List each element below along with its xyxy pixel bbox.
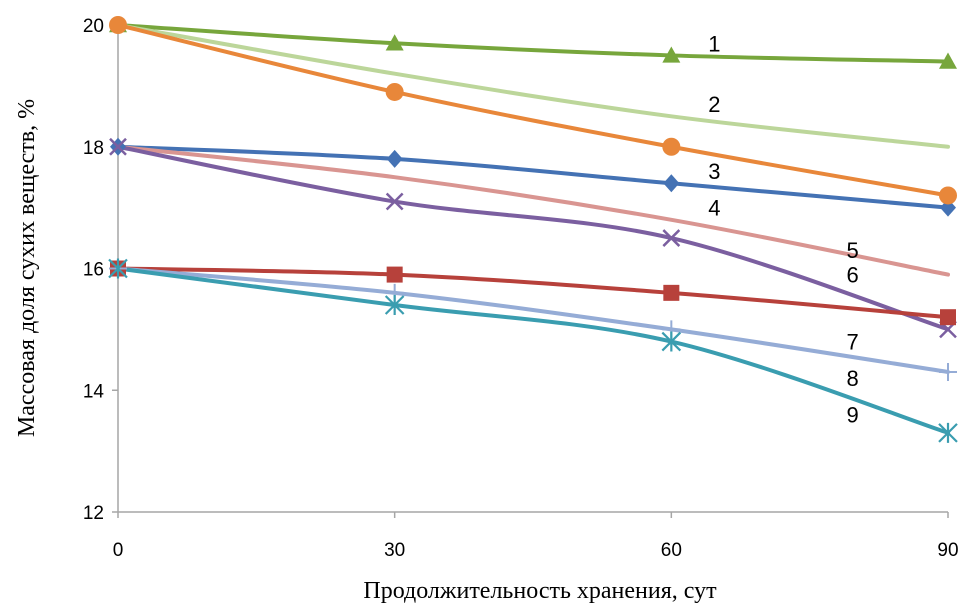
y-tick-label: 16 (83, 260, 104, 281)
series-label-4: 4 (708, 196, 720, 221)
series-lines (116, 23, 950, 435)
series-label-8: 8 (847, 366, 859, 391)
axes (117, 25, 948, 513)
data-point (939, 52, 957, 69)
series-label-1: 1 (708, 31, 720, 56)
data-point (663, 284, 680, 301)
series-labels: 1 2 3 4 56 7 8 9 (708, 31, 859, 427)
data-point (662, 229, 681, 247)
y-tick-label: 18 (83, 138, 104, 159)
x-axis-title: Продолжительность хранения, сут (363, 578, 717, 604)
data-point (386, 266, 403, 283)
data-point (385, 192, 404, 211)
series-line-1 (116, 23, 950, 64)
y-tick-labels: 12 14 16 18 20 (83, 16, 118, 524)
series-line-8 (116, 266, 950, 374)
series-line-5 (116, 144, 950, 277)
data-point (662, 46, 681, 63)
series-line-6 (116, 144, 950, 332)
x-tick-labels: 0 30 60 90 (113, 512, 959, 561)
y-tick-label: 20 (83, 16, 104, 37)
x-tick-label: 30 (384, 540, 405, 561)
data-point (108, 258, 128, 279)
x-tick-label: 90 (937, 540, 958, 561)
series-line-7 (116, 266, 950, 320)
data-point (939, 362, 957, 381)
data-point (940, 309, 956, 326)
data-point (109, 137, 127, 156)
data-point (939, 186, 957, 205)
data-point (385, 34, 404, 51)
data-point (663, 174, 680, 193)
data-point (661, 331, 682, 352)
y-tick-label: 14 (83, 381, 105, 402)
series-markers (108, 16, 958, 443)
x-tick-label: 60 (661, 540, 682, 561)
series-label-7: 7 (847, 330, 859, 355)
x-tick-label: 0 (113, 540, 124, 561)
series-label-2: 2 (708, 92, 720, 117)
series-label-3: 3 (708, 159, 720, 184)
y-axis-title: Массовая доля сухих веществ, % (14, 99, 40, 437)
series-label-9: 9 (847, 403, 859, 428)
data-point (385, 82, 404, 101)
data-point (109, 16, 127, 34)
series-line-4 (116, 23, 950, 198)
series-line-2 (116, 23, 950, 149)
series-line-9 (116, 266, 950, 435)
y-tick-label: 12 (83, 503, 104, 524)
series-label-5: 5 (847, 238, 859, 263)
data-point (662, 137, 681, 156)
series-line-3 (116, 144, 950, 210)
data-point (386, 149, 403, 168)
data-point (938, 422, 958, 443)
series-label-6: 6 (847, 263, 859, 288)
data-point (384, 295, 405, 316)
